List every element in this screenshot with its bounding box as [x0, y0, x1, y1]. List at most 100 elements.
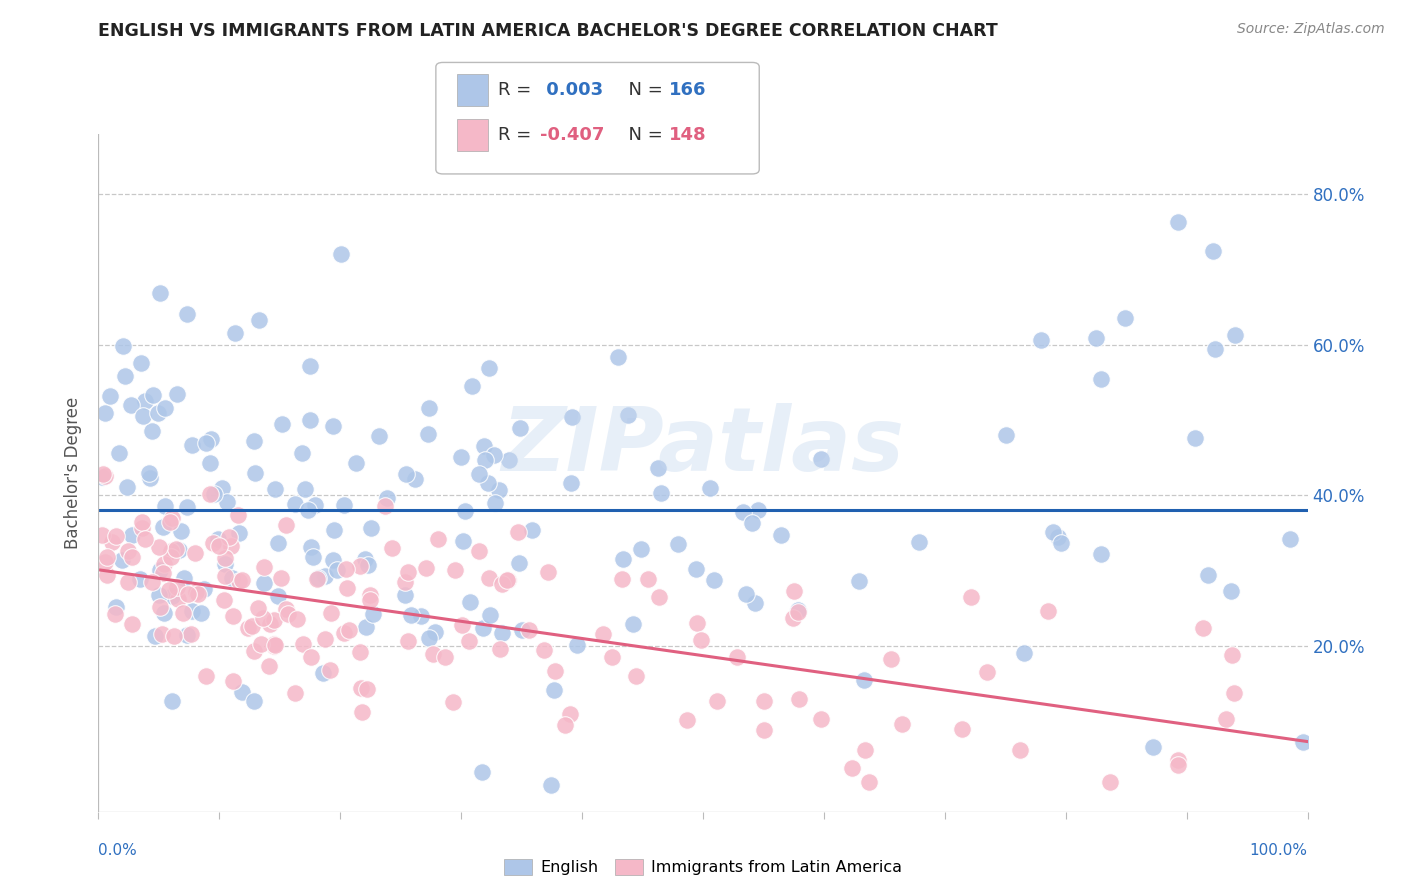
Point [231, 685, 253, 699]
Point [630, 542, 652, 557]
Point [243, 466, 266, 480]
Point [274, 518, 297, 533]
Point [264, 482, 287, 496]
Point [238, 621, 260, 635]
Point [143, 629, 166, 643]
Point [117, 544, 139, 558]
Point [415, 560, 437, 574]
Point [375, 491, 398, 505]
Point [202, 487, 225, 501]
Point [418, 401, 440, 416]
Point [167, 543, 190, 558]
Text: 0.0%: 0.0% [98, 843, 138, 858]
Point [349, 645, 371, 659]
Point [454, 504, 477, 518]
Point [360, 521, 382, 535]
Point [200, 432, 222, 446]
Point [146, 406, 169, 420]
Text: 166: 166 [669, 81, 707, 99]
Point [202, 536, 225, 550]
Point [243, 643, 266, 657]
Point [307, 573, 329, 587]
Point [172, 606, 194, 620]
Point [105, 599, 128, 614]
Point [787, 605, 810, 619]
Point [114, 369, 136, 384]
Point [1014, 646, 1036, 660]
Point [621, 617, 644, 632]
Point [291, 446, 314, 460]
Point [150, 627, 173, 641]
Point [153, 606, 176, 620]
Point [482, 448, 505, 462]
Point [271, 417, 294, 432]
Y-axis label: Bachelor's Degree: Bachelor's Degree [65, 397, 83, 549]
Point [160, 589, 183, 603]
Point [226, 508, 249, 523]
Point [607, 351, 630, 365]
Point [648, 591, 671, 605]
Point [686, 616, 709, 631]
Point [441, 695, 464, 709]
Point [176, 307, 198, 321]
Point [908, 535, 931, 549]
Point [344, 456, 367, 470]
Point [292, 637, 315, 651]
Point [401, 608, 423, 623]
Point [404, 472, 426, 486]
Point [734, 587, 756, 601]
Point [121, 616, 143, 631]
Point [111, 553, 134, 567]
Point [117, 480, 139, 494]
Point [134, 533, 156, 547]
Point [444, 563, 467, 577]
Point [1046, 530, 1069, 544]
Point [890, 717, 912, 731]
Text: R =: R = [498, 81, 537, 99]
Point [121, 528, 143, 542]
Point [451, 534, 474, 549]
Point [253, 576, 276, 591]
Point [176, 627, 198, 641]
Point [141, 425, 163, 439]
Point [129, 356, 152, 370]
Point [180, 604, 202, 618]
Point [333, 626, 356, 640]
Point [153, 401, 176, 415]
Point [1167, 215, 1189, 229]
Point [517, 623, 540, 637]
Point [461, 379, 484, 393]
Point [858, 774, 880, 789]
Point [314, 569, 336, 583]
Point [180, 627, 202, 641]
Point [336, 581, 359, 595]
Point [195, 669, 218, 683]
Point [361, 607, 384, 622]
Point [176, 500, 198, 515]
Point [394, 574, 416, 589]
Point [477, 476, 499, 491]
Point [1167, 758, 1189, 772]
Point [170, 524, 193, 538]
Point [471, 621, 494, 635]
Point [1167, 754, 1189, 768]
Point [592, 627, 614, 641]
Point [267, 589, 290, 603]
Point [267, 535, 290, 549]
Point [560, 476, 582, 491]
Point [880, 652, 903, 666]
Point [685, 562, 707, 576]
Point [138, 467, 160, 481]
Point [1084, 331, 1107, 345]
Point [354, 551, 377, 566]
Point [132, 409, 155, 423]
Point [478, 360, 501, 375]
Point [91, 470, 114, 484]
Point [198, 487, 221, 501]
Point [359, 589, 381, 603]
Point [298, 359, 321, 373]
Point [747, 503, 769, 517]
Point [333, 498, 356, 512]
Point [148, 541, 170, 555]
Point [741, 516, 763, 531]
